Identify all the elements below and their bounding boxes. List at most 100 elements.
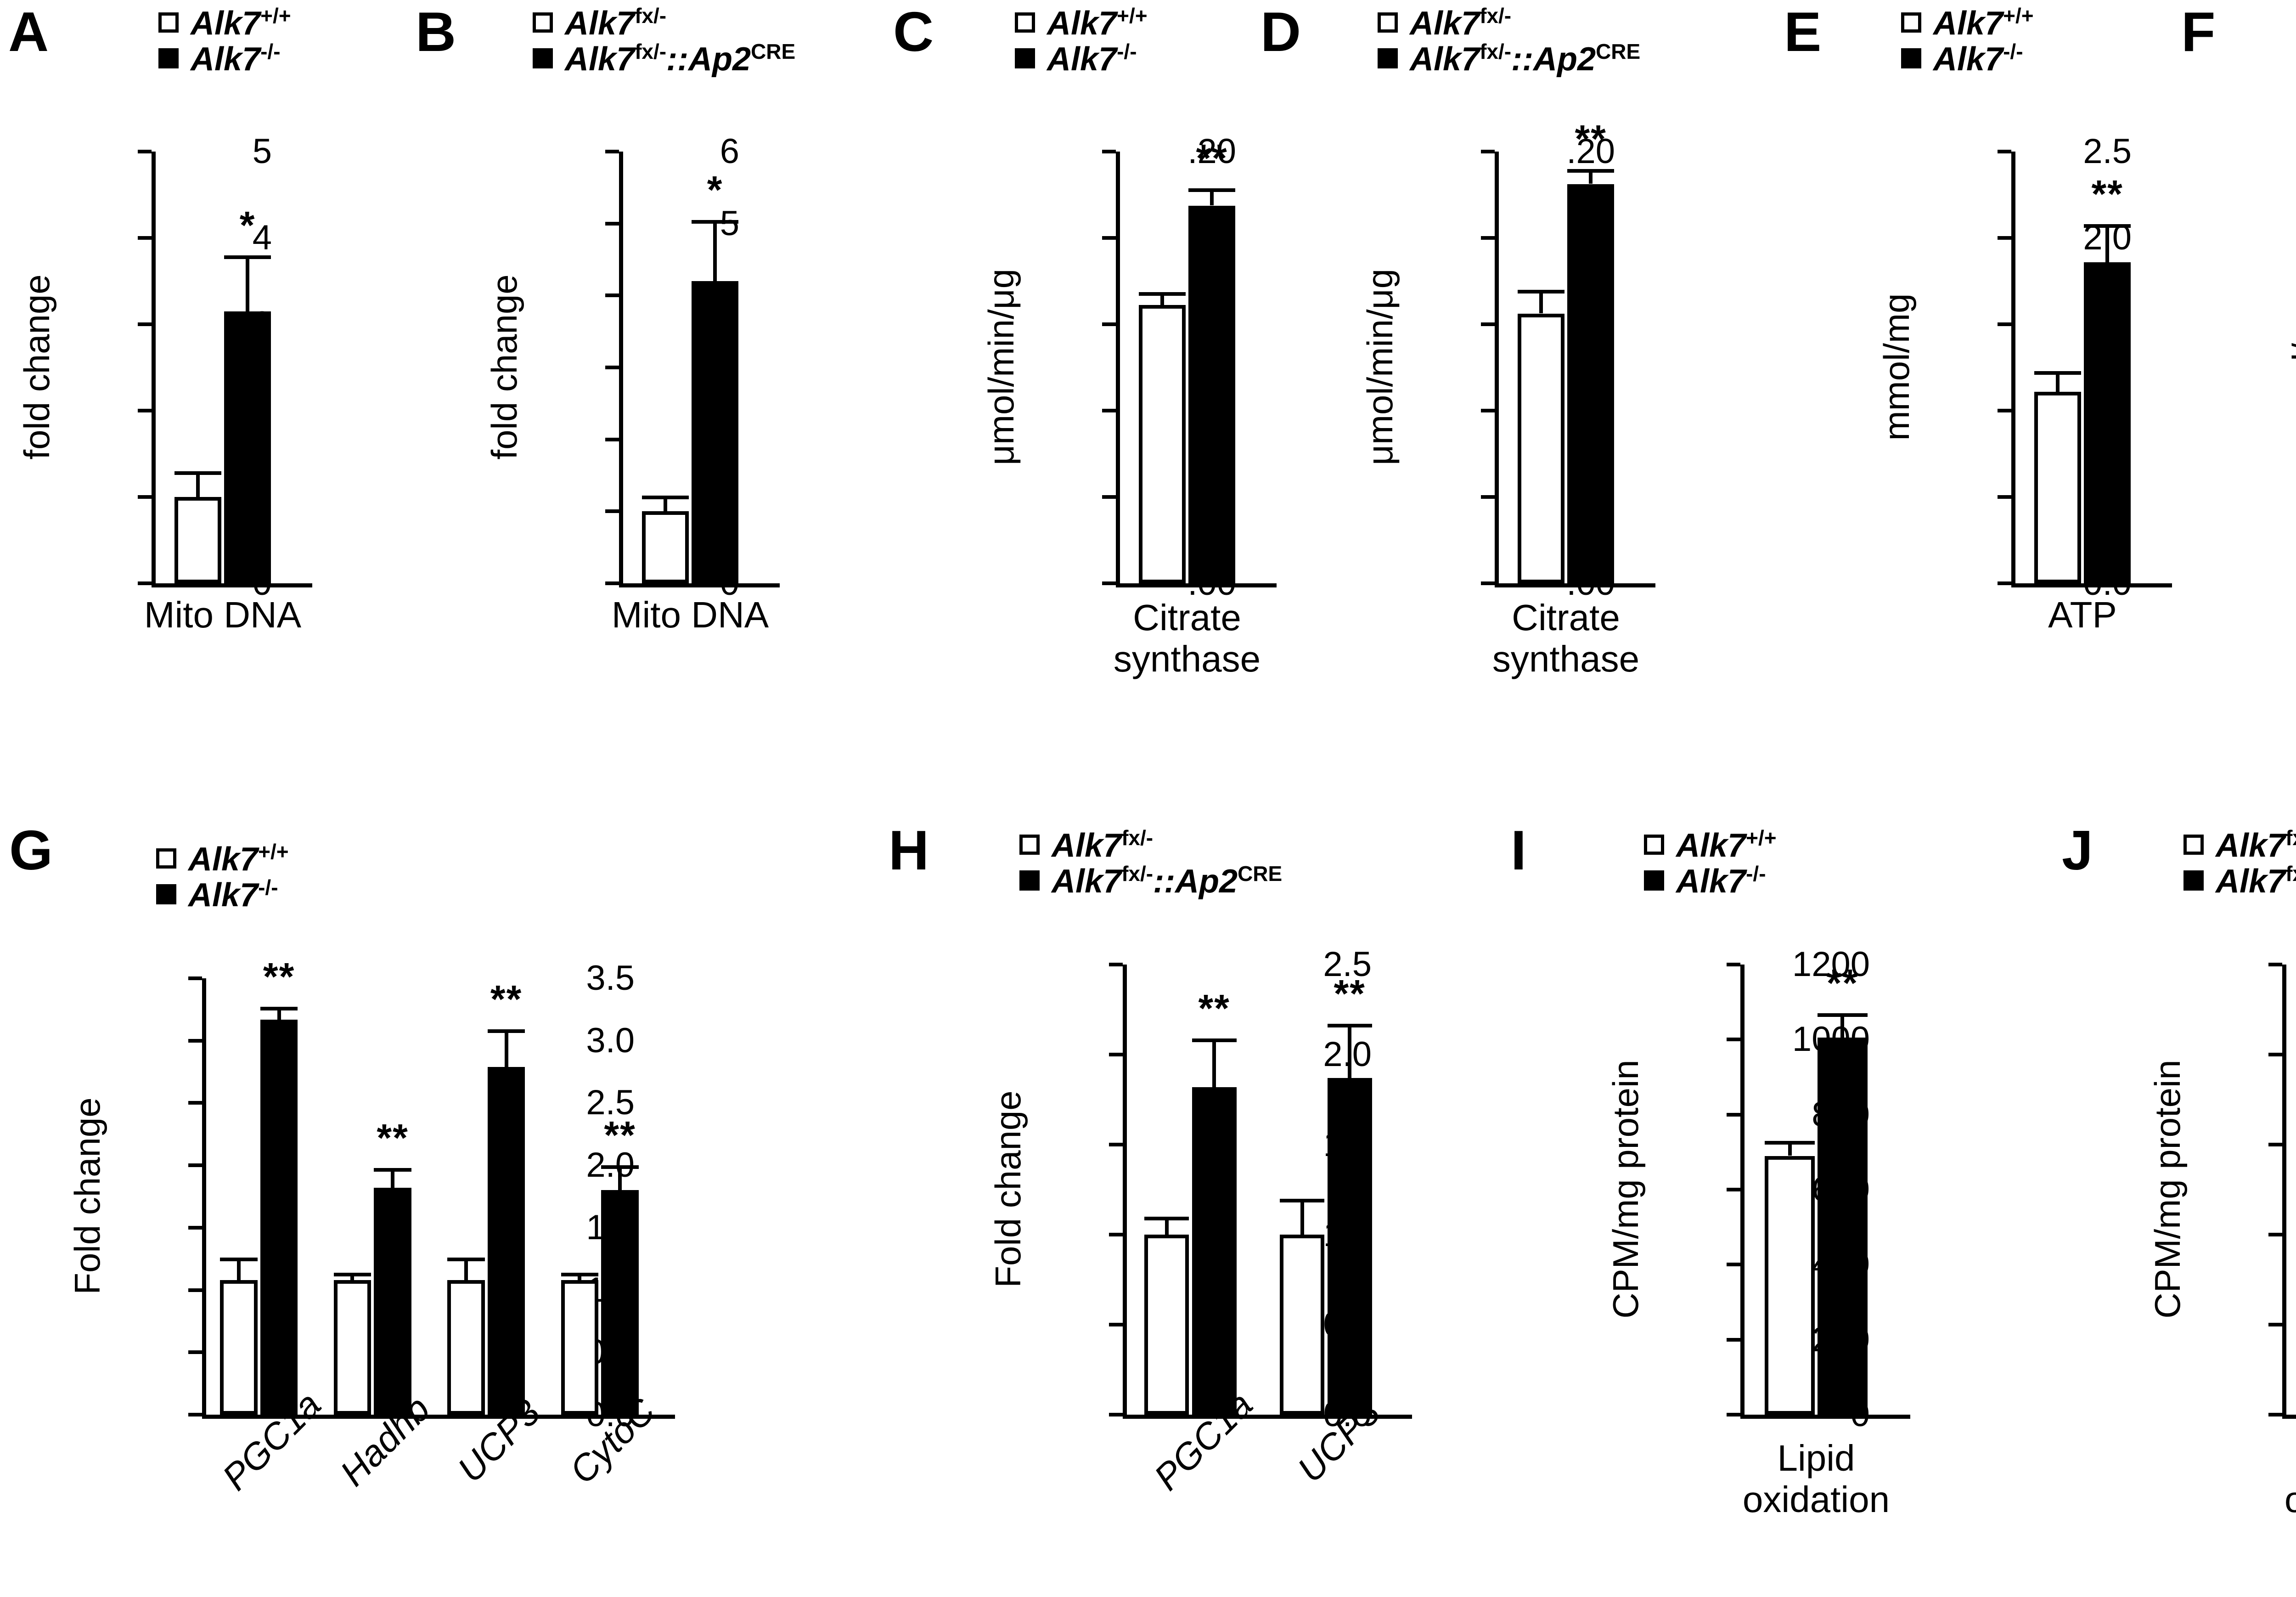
y-axis-tick: [2268, 1233, 2282, 1236]
legend-panel-c: Alk7+/+ Alk7-/-: [1015, 5, 1148, 76]
significance-marker: **: [1198, 986, 1230, 1030]
panel-letter-b: B: [416, 0, 456, 63]
bar-a-0-0: [174, 497, 221, 583]
y-axis-tick: [2268, 1053, 2282, 1056]
legend-entry: Alk7+/+: [156, 841, 289, 876]
panel-letter-g: G: [9, 819, 53, 881]
legend-panel-b: Alk7fx/- Alk7fx/-::Ap2CRE: [533, 5, 795, 76]
y-axis-tick: [1109, 1413, 1123, 1416]
legend-label-conditional-ko: Alk7fx/-::Ap2CRE: [1410, 40, 1641, 78]
y-axis-tick: [188, 1038, 202, 1043]
y-axis-tick-label: 2.5: [2083, 132, 2132, 171]
legend-entry: Alk7fx/-: [533, 5, 795, 40]
legend-swatch-filled: [1378, 48, 1398, 68]
y-axis-tick: [1998, 322, 2011, 326]
y-axis-label: μmol/min/μg: [1360, 269, 1400, 465]
legend-swatch-filled: [158, 48, 179, 68]
legend-panel-g: Alk7+/+ Alk7-/-: [156, 841, 289, 912]
y-axis-tick: [1998, 150, 2011, 153]
legend-label-knockout: Alk7-/-: [1676, 862, 1766, 900]
y-axis-label: Fold change: [67, 1097, 107, 1295]
error-bar: [692, 220, 739, 281]
panel-letter-e: E: [1784, 0, 1821, 63]
significance-marker: **: [1826, 961, 1859, 1005]
y-axis-tick-label: 2.0: [1323, 1035, 1372, 1074]
error-bar: [220, 1258, 258, 1280]
y-axis-label: fold change: [484, 274, 524, 460]
y-axis-line: [2011, 152, 2015, 583]
legend-panel-i: Alk7+/+ Alk7-/-: [1644, 827, 1777, 898]
y-axis-line: [202, 978, 206, 1415]
y-axis-tick: [1481, 150, 1495, 153]
plot-area-j: 050100150200250CPM/mg protein **Lipidoxi…: [2147, 963, 2296, 1520]
error-bar: [1818, 1013, 1868, 1038]
legend-label-conditional-ko: Alk7fx/-::Ap2CRE: [2216, 862, 2296, 900]
bar-i-0-0: [1765, 1156, 1815, 1415]
y-axis-label: μmol/min/μg: [981, 269, 1021, 465]
bar-e-0-1: [2084, 262, 2131, 583]
y-axis-tick: [188, 1225, 202, 1230]
legend-label-conditional-ko: Alk7fx/-::Ap2CRE: [1052, 862, 1283, 900]
legend-swatch-open: [1644, 835, 1664, 855]
bar-g-3-0: [561, 1280, 599, 1415]
bar-g-1-0: [333, 1280, 371, 1415]
x-axis-line: [1740, 1415, 1910, 1419]
significance-marker: **: [2091, 172, 2123, 215]
legend-swatch-open: [2183, 835, 2204, 855]
error-bar: [1567, 169, 1615, 184]
error-bar: [1192, 1038, 1237, 1087]
y-axis-label: CPM/mg protein: [2147, 1060, 2188, 1319]
x-axis-category-label: Mito DNA: [144, 594, 302, 635]
y-axis-tick: [2268, 963, 2282, 966]
legend-entry: Alk7-/-: [1644, 863, 1777, 898]
legend-label-wildtype: Alk7+/+: [1933, 4, 2034, 42]
y-axis-tick: [605, 150, 619, 153]
legend-entry: Alk7-/-: [1015, 40, 1148, 76]
bar-g-2-0: [447, 1280, 485, 1415]
error-bar: [260, 1007, 298, 1020]
legend-swatch-open: [1015, 12, 1035, 33]
legend-label-floxed: Alk7fx/-: [2216, 826, 2296, 864]
y-axis-tick: [138, 409, 152, 412]
legend-entry: Alk7-/-: [1901, 40, 2034, 76]
legend-entry: Alk7+/+: [1901, 5, 2034, 40]
y-axis-tick: [2268, 1143, 2282, 1146]
panel-letter-h: H: [889, 819, 929, 881]
x-axis-line: [202, 1415, 675, 1419]
error-bar: [333, 1272, 371, 1280]
y-axis-tick-label: .20: [1566, 132, 1615, 171]
legend-label-floxed: Alk7fx/-: [1410, 4, 1512, 42]
y-axis-line: [1123, 965, 1127, 1415]
y-axis-tick-label: .20: [1187, 132, 1236, 171]
y-axis-tick-label: 2.5: [1323, 945, 1372, 984]
legend-label-floxed: Alk7fx/-: [1052, 826, 1154, 864]
legend-entry: Alk7fx/-::Ap2CRE: [1378, 40, 1640, 76]
y-axis-tick: [1481, 322, 1495, 326]
plot-area-b: 0123456fold change *Mito DNA: [484, 134, 780, 633]
bar-b-0-1: [692, 281, 739, 583]
plot-area-a: 012345fold change *Mito DNA: [17, 134, 312, 633]
bar-d-0-0: [1517, 313, 1564, 583]
y-axis-label: Fold change: [988, 1090, 1028, 1288]
y-axis-tick: [2268, 1413, 2282, 1416]
y-axis-tick-label: 4: [252, 218, 272, 257]
bar-h-1-1: [1327, 1078, 1372, 1415]
y-axis-tick: [188, 976, 202, 980]
x-axis-line: [619, 583, 780, 587]
y-axis-tick: [188, 1288, 202, 1292]
y-axis-tick: [188, 1163, 202, 1168]
legend-swatch-filled: [2183, 870, 2204, 891]
bar-h-0-0: [1144, 1235, 1189, 1415]
x-axis-line: [2282, 1415, 2296, 1419]
significance-marker: **: [1196, 136, 1228, 180]
error-bar: [1765, 1140, 1815, 1156]
y-axis-label: mmol/mg: [1876, 293, 1917, 441]
legend-label-knockout: Alk7-/-: [191, 40, 281, 78]
error-bar: [561, 1272, 599, 1280]
y-axis-tick: [138, 495, 152, 499]
x-axis-line: [2011, 583, 2172, 587]
panel-letter-i: I: [1511, 819, 1526, 881]
